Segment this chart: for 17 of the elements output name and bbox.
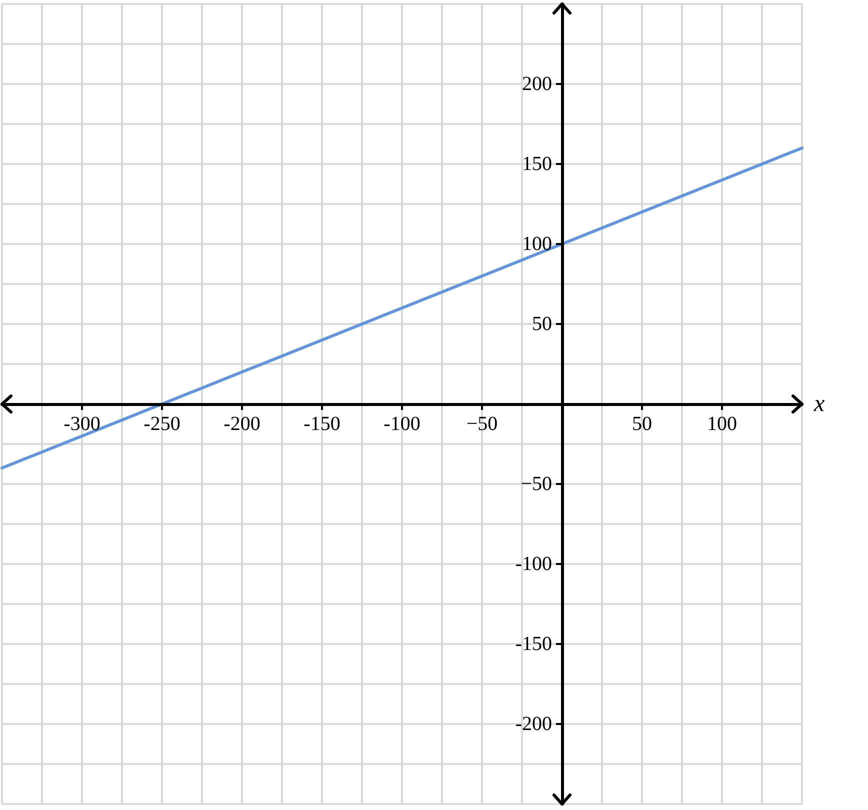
y-tick-label: -200 bbox=[515, 713, 552, 735]
y-tick-label: 100 bbox=[522, 233, 552, 255]
x-tick-label: -250 bbox=[144, 413, 180, 435]
y-tick-label: -100 bbox=[515, 553, 552, 575]
y-tick-label: -150 bbox=[515, 633, 552, 655]
x-tick-label: -200 bbox=[224, 413, 260, 435]
x-axis-title: x bbox=[813, 391, 825, 417]
y-tick-label: 150 bbox=[522, 153, 552, 175]
x-tick-label: -150 bbox=[304, 413, 340, 435]
x-tick-label: -100 bbox=[384, 413, 420, 435]
x-tick-label: -300 bbox=[64, 413, 100, 435]
y-tick-label: 50 bbox=[532, 313, 552, 335]
x-tick-label: 100 bbox=[707, 413, 737, 435]
x-tick-label: −50 bbox=[466, 413, 498, 435]
x-tick-label: 50 bbox=[632, 413, 652, 435]
y-tick-label: 200 bbox=[522, 73, 552, 95]
y-tick-label: −50 bbox=[520, 473, 552, 495]
